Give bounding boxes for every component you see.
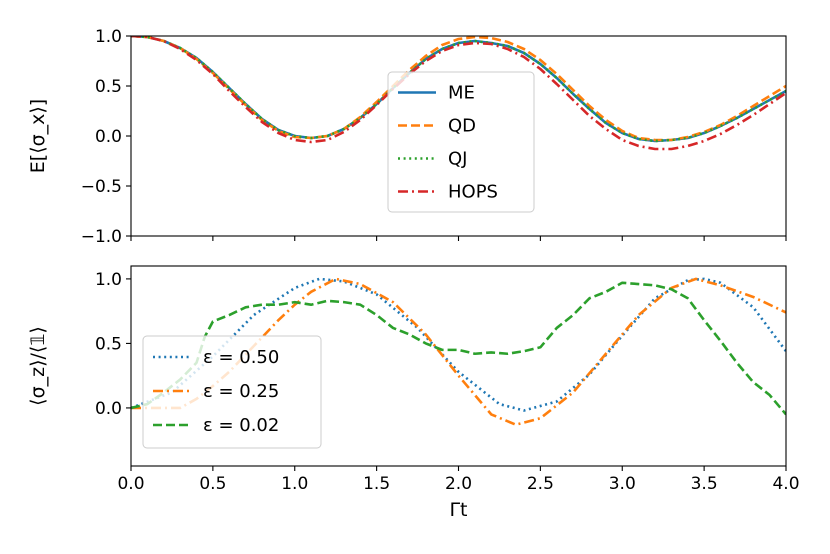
y-tick-label: −0.5: [81, 177, 122, 197]
x-tick-label: 0.5: [199, 474, 226, 494]
legend: ε = 0.50 ε = 0.25 ε = 0.02: [142, 335, 322, 449]
x-tick-label: 1.0: [281, 474, 308, 494]
top-panel: −1.0 −0.5 0.0 0.5 1.0 E[⟨σ_x⟩] ME QD QJ HOPS: [27, 27, 787, 247]
x-tick-label: 1.5: [363, 474, 390, 494]
legend: ME QD QJ HOPS: [387, 71, 535, 213]
y-tick-label: −1.0: [81, 227, 122, 247]
x-tick-label: 3.5: [691, 474, 718, 494]
legend-label: HOPS: [448, 182, 498, 203]
x-tick-label: 2.5: [527, 474, 554, 494]
legend-label: QD: [448, 116, 476, 137]
legend-label: ε = 0.50: [203, 347, 279, 368]
y-tick-label: 1.0: [95, 27, 122, 47]
legend-label: ε = 0.02: [203, 415, 279, 436]
legend-label: QJ: [448, 149, 467, 170]
series-line--0-02: [131, 281, 786, 416]
y-axis-label: E[⟨σ_x⟩]: [27, 99, 49, 173]
series-line-qj: [131, 36, 786, 143]
y-tick-label: 0.5: [95, 334, 122, 354]
legend-box: [142, 335, 322, 449]
x-tick-label: 2.0: [445, 474, 472, 494]
legend-label: ε = 0.25: [203, 381, 279, 402]
y-tick-label: 1.0: [95, 270, 122, 290]
series-line--0-50: [131, 277, 786, 412]
x-tick-label: 0.0: [117, 474, 144, 494]
y-tick-label: 0.0: [95, 127, 122, 147]
series-line-hops: [131, 36, 786, 151]
y-tick-label: 0.0: [95, 399, 122, 419]
x-axis-label: Γt: [449, 499, 467, 521]
legend-label: ME: [448, 83, 475, 104]
x-tick-label: 4.0: [772, 474, 799, 494]
y-tick-label: 0.5: [95, 77, 122, 97]
bottom-panel: 0.0 0.5 1.0 1.5 2.0 2.5 3.0 3.5 4.0 0.0 0.5 1.0 ⟨σ_z…: [27, 265, 800, 521]
x-tick-label: 3.0: [609, 474, 636, 494]
y-axis-label: ⟨σ_z⟩/⟨𝟙⟩: [27, 326, 49, 406]
legend-box: [387, 71, 535, 213]
